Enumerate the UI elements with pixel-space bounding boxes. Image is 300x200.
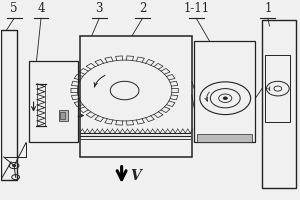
Circle shape xyxy=(223,97,227,100)
Bar xyxy=(80,36,192,157)
Bar xyxy=(262,20,296,188)
Bar xyxy=(265,55,290,122)
Text: 3: 3 xyxy=(95,2,103,15)
Bar xyxy=(194,41,255,142)
Bar xyxy=(197,134,252,142)
Bar xyxy=(59,110,68,121)
Bar xyxy=(60,112,65,119)
Text: V: V xyxy=(130,169,141,183)
Bar xyxy=(1,30,17,180)
Text: 4: 4 xyxy=(37,2,45,15)
Circle shape xyxy=(13,165,16,167)
Bar xyxy=(29,61,78,142)
Text: 2: 2 xyxy=(139,2,146,15)
Text: 1: 1 xyxy=(264,2,272,15)
Text: 1-11: 1-11 xyxy=(183,2,209,15)
Text: 5: 5 xyxy=(11,2,18,15)
